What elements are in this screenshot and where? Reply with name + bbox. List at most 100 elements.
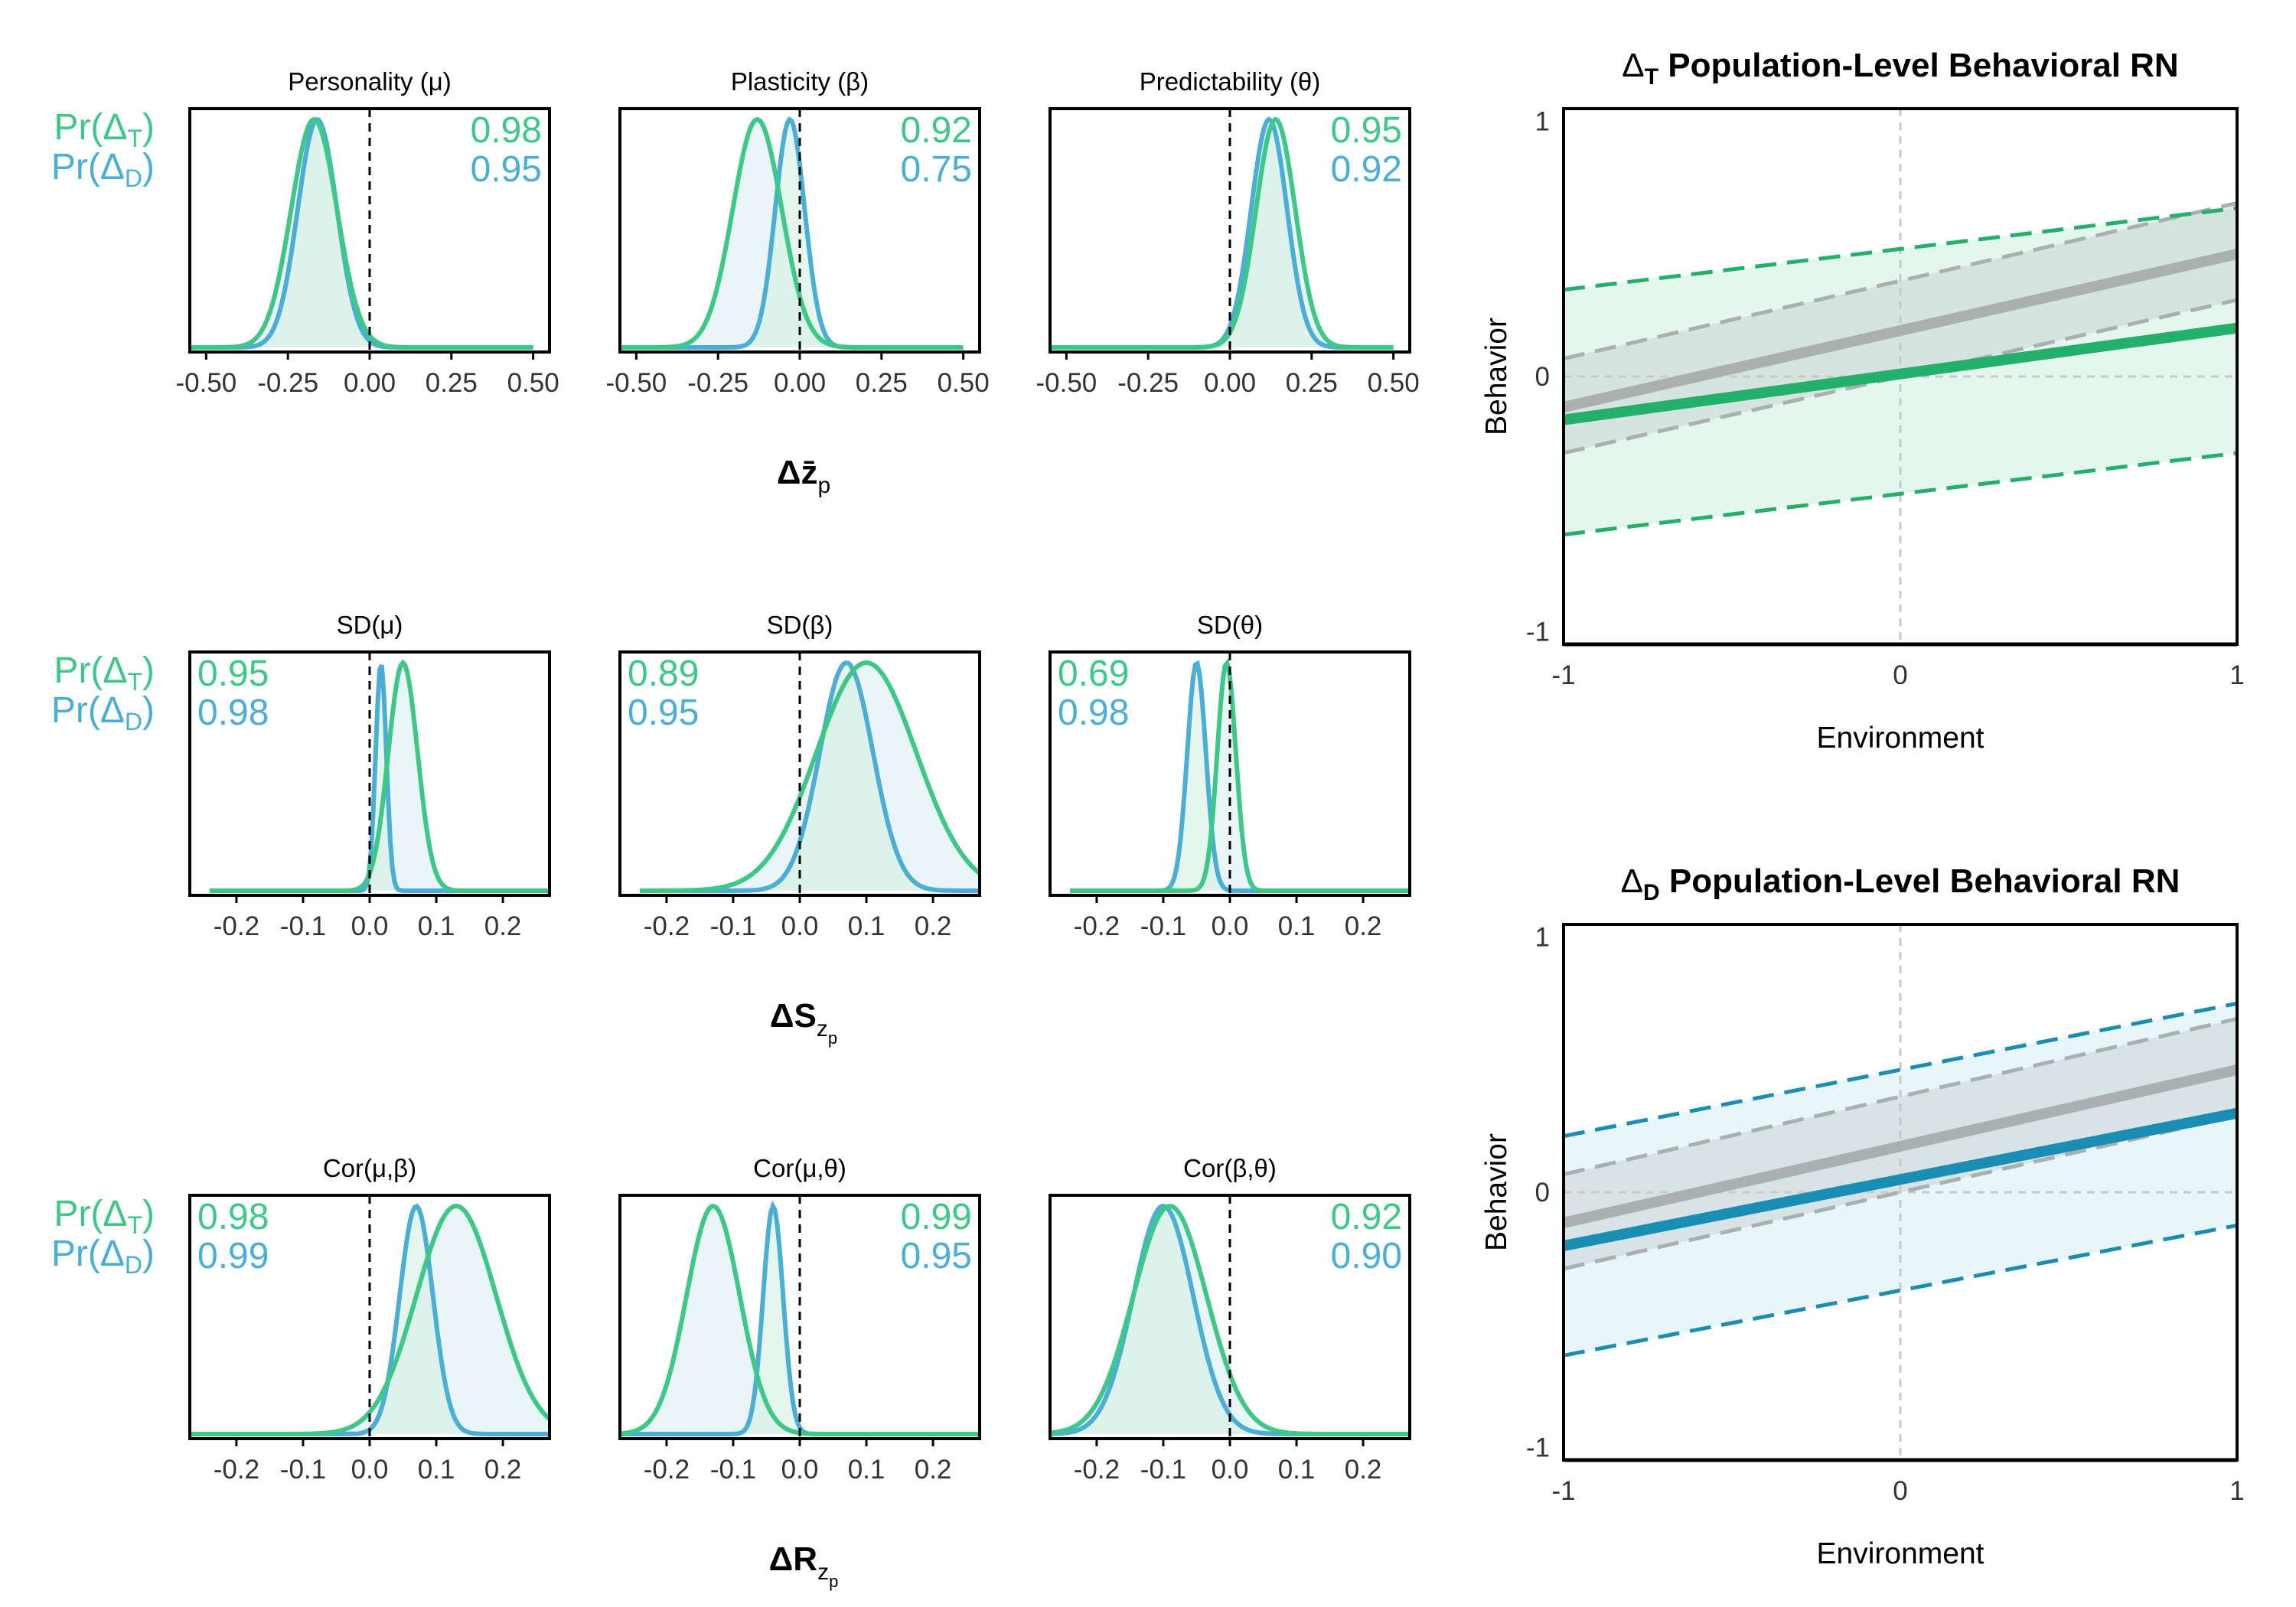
- reference-lower-line: [1563, 1113, 2238, 1271]
- x-axis-label: Environment: [1817, 722, 1985, 755]
- x-tick-label: 0.2: [915, 911, 952, 941]
- x-tick-label: -0.2: [1074, 1455, 1120, 1485]
- reference-mean-line: [1562, 249, 2239, 412]
- x-tick-label: 0.2: [484, 1455, 522, 1485]
- x-tick-label: 0: [1893, 660, 1907, 690]
- y-axis-label: Behavior: [1480, 318, 1513, 435]
- x-tick-label: 0.00: [1204, 368, 1256, 398]
- reference-lower-line: [1563, 298, 2238, 455]
- prob-treatment-value: 0.98: [471, 110, 542, 151]
- y-axis-label: Behavior: [1480, 1133, 1513, 1251]
- y-tick-label: 0: [1535, 1178, 1550, 1208]
- x-tick-label: -1: [1551, 660, 1575, 690]
- prob-treatment-value: 0.89: [628, 654, 699, 694]
- prob-treatment-value: 0.69: [1058, 654, 1129, 694]
- effect-lower-line: [1563, 1223, 2238, 1358]
- x-tick-label: 0.25: [426, 368, 478, 398]
- prob-difference-value: 0.95: [901, 1236, 972, 1276]
- x-tick-label: -0.25: [687, 368, 748, 398]
- panel-title: Cor(μ,θ): [753, 1154, 846, 1182]
- density-panel: Cor(μ,β) -0.2 -0.1 0.0 0.1 0.2 0.980.99: [188, 1154, 552, 1485]
- density-line-treatment: [1050, 116, 1394, 350]
- x-tick-label: -0.1: [1140, 1455, 1186, 1485]
- prob-treatment-value: 0.95: [197, 654, 269, 694]
- x-axis-label: Environment: [1817, 1537, 1985, 1570]
- rn-panel-1: ΔT Population-Level Behavioral RN -1-1 0 0 1…: [1480, 47, 2245, 755]
- x-tick-label: -0.1: [710, 1455, 756, 1485]
- x-tick-label: 0.50: [507, 368, 559, 398]
- x-tick-label: 0.50: [938, 368, 990, 398]
- x-tick-label: -0.2: [1074, 911, 1120, 941]
- x-tick-label: 0.0: [1212, 1455, 1249, 1485]
- rn-frame: [1562, 923, 2239, 1462]
- panel-title: SD(θ): [1197, 611, 1263, 639]
- x-tick-label: 0.0: [351, 911, 389, 941]
- prob-label-difference: Pr(ΔD): [51, 690, 155, 735]
- prob-difference-value: 0.98: [197, 693, 269, 733]
- x-tick-label: 0.2: [915, 1455, 952, 1485]
- panel-title: SD(μ): [337, 611, 403, 639]
- effect-mean-line: [1562, 1107, 2239, 1251]
- rn-frame: [1562, 107, 2239, 646]
- x-tick-label: -0.25: [257, 368, 318, 398]
- density-row-2: SD(μ)-0.2 -0.1 0.0 0.1 0.20.950.98SD(β)-0.2-…: [51, 611, 1411, 1048]
- density-area-difference: [640, 663, 980, 891]
- reference-upper-line: [1563, 1016, 2238, 1177]
- prob-difference-value: 0.98: [1058, 693, 1129, 733]
- x-tick-label: 0.0: [781, 1455, 819, 1485]
- prob-treatment-value: 0.98: [197, 1197, 269, 1237]
- reference-upper-line: [1563, 200, 2238, 361]
- x-tick-label: 0.1: [418, 1455, 455, 1485]
- density-panel: Plasticity (β) -0.50 -0.25 0.00 0.25 0.50 0.92…: [605, 67, 989, 398]
- x-tick-label: -0.1: [1140, 911, 1186, 941]
- prob-difference-value: 0.95: [628, 693, 699, 733]
- x-tick-label: -0.1: [710, 911, 756, 941]
- prob-difference-value: 0.90: [1331, 1236, 1402, 1276]
- prob-difference-value: 0.95: [471, 149, 542, 190]
- prob-difference-value: 0.99: [197, 1236, 269, 1276]
- density-panel: Personality (μ) -0.50 -0.25 0.00 0.25 0.50 0.9…: [175, 67, 559, 398]
- row-axis-title: ΔSzp: [770, 997, 837, 1048]
- x-tick-label: 0.25: [1286, 368, 1338, 398]
- density-area-treatment: [1070, 663, 1410, 891]
- y-tick-label: 0: [1535, 362, 1550, 392]
- effect-lower-line: [1563, 451, 2238, 537]
- x-tick-label: 0.2: [484, 911, 522, 941]
- density-panel: Cor(μ,θ) -0.2 -0.1 0.0 0.1 0.2 0.990.95: [618, 1154, 981, 1485]
- x-tick-label: 0.00: [344, 368, 396, 398]
- effect-upper-line: [1563, 206, 2238, 292]
- panel-title: Predictability (θ): [1140, 67, 1321, 96]
- x-tick-label: -0.2: [644, 1455, 690, 1485]
- x-tick-label: -0.2: [644, 911, 690, 941]
- density-line-treatment: [1070, 658, 1410, 893]
- density-line-treatment: [620, 116, 964, 350]
- y-tick-label: -1: [1526, 617, 1550, 647]
- panel-title: Cor(μ,β): [323, 1154, 416, 1182]
- x-tick-label: 1: [2229, 660, 2244, 690]
- prob-treatment-value: 0.99: [901, 1197, 972, 1237]
- prob-label-treatment: Pr(ΔT): [54, 107, 155, 152]
- x-tick-label: 1: [2229, 1476, 2244, 1506]
- prob-label-difference: Pr(ΔD): [51, 147, 155, 192]
- prob-treatment-value: 0.92: [901, 110, 972, 151]
- density-panel: SD(μ) -0.2 -0.1 0.0 0.1 0.2 0.950.98: [188, 611, 551, 941]
- prob-difference-value: 0.75: [901, 149, 972, 190]
- x-tick-label: -0.2: [214, 1455, 259, 1485]
- panel-title: Personality (μ): [288, 67, 451, 96]
- density-area-difference: [620, 119, 964, 347]
- row-axis-title: ΔRzp: [769, 1540, 839, 1591]
- x-tick-label: 0.0: [781, 911, 819, 941]
- prob-treatment-value: 0.95: [1331, 110, 1402, 151]
- panel-title: SD(β): [767, 611, 833, 639]
- density-area-treatment: [620, 1206, 980, 1434]
- x-tick-label: 0.1: [848, 911, 885, 941]
- panel-title: Cor(β,θ): [1183, 1154, 1277, 1182]
- x-tick-label: 0.2: [1345, 911, 1382, 941]
- prob-difference-value: 0.92: [1331, 149, 1402, 190]
- density-panel: SD(β) -0.2 -0.1 0.0 0.1 0.2 0.890.95: [618, 611, 981, 941]
- x-tick-label: -0.50: [605, 368, 667, 398]
- x-tick-label: 0.1: [1278, 1455, 1316, 1485]
- prob-label-treatment: Pr(ΔT): [54, 1194, 155, 1239]
- density-area-treatment: [190, 1206, 550, 1434]
